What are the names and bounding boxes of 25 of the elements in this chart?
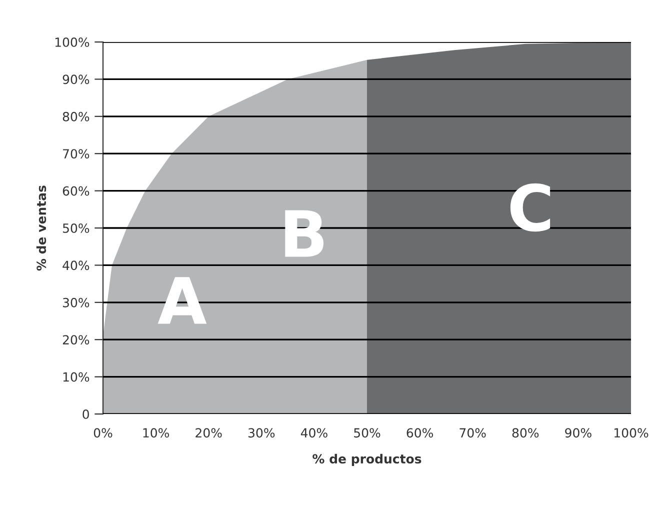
y-tick-label: 20% bbox=[62, 335, 90, 345]
x-tick-label: 10% bbox=[143, 428, 169, 438]
x-tick-label: 40% bbox=[300, 428, 328, 438]
y-tick-label: 70% bbox=[63, 149, 90, 159]
y-tick-label: 80% bbox=[62, 112, 90, 122]
y-tick-label: 50% bbox=[62, 223, 90, 233]
x-tick-label: 20% bbox=[196, 428, 222, 438]
x-axis-title: % de productos bbox=[312, 454, 422, 466]
x-tick-label: 60% bbox=[406, 428, 433, 438]
y-tick-label: 30% bbox=[62, 298, 90, 308]
y-tick-label: 90% bbox=[62, 74, 90, 84]
annotation: C bbox=[510, 183, 550, 232]
x-tick-label: 50% bbox=[354, 428, 380, 438]
x-tick-label: 100% bbox=[614, 428, 648, 438]
x-tick-label: 30% bbox=[248, 428, 275, 438]
y-tick-label: 0 bbox=[82, 409, 89, 419]
y-axis-title: % de ventas bbox=[36, 186, 46, 271]
y-tick-label: 60% bbox=[62, 186, 90, 196]
x-tick-label: 90% bbox=[565, 428, 592, 438]
y-tick-label: 40% bbox=[62, 260, 90, 270]
y-tick-label: 10% bbox=[63, 372, 90, 382]
x-tick-label: 80% bbox=[512, 428, 539, 438]
x-tick-label: 70% bbox=[460, 428, 486, 438]
y-tick-label: 100% bbox=[55, 37, 90, 47]
x-tick-label: 0% bbox=[94, 428, 112, 438]
